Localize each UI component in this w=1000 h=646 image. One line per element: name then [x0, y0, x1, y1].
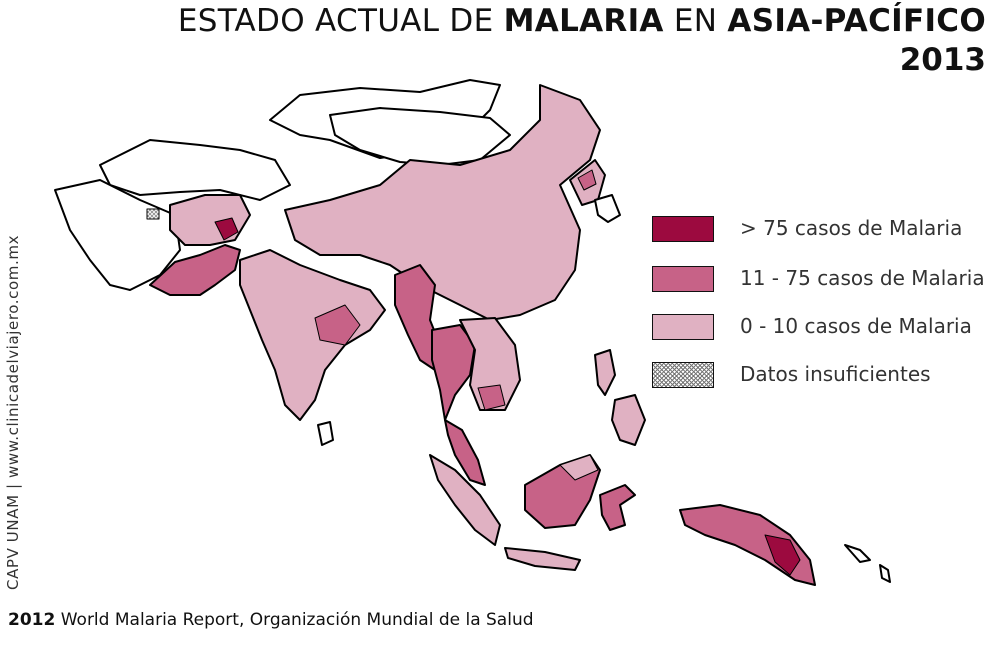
region-malay-peninsula: [444, 419, 486, 486]
region-indochina: [459, 317, 521, 411]
region-china: [284, 84, 601, 321]
region-korea-mid: [577, 169, 597, 191]
legend-swatch-insufficient: [652, 362, 714, 388]
region-sri-lanka: [317, 421, 334, 446]
region-solomon-islands: [844, 544, 871, 563]
region-mongolia: [329, 107, 511, 166]
source-year: 2012: [8, 610, 56, 630]
legend-swatch-high: [652, 216, 714, 242]
title-part-2: MALARIA: [503, 3, 664, 39]
region-sumatra: [429, 454, 501, 546]
region-new-guinea-high: [764, 534, 801, 576]
region-insufficient-data: [146, 208, 160, 220]
legend-label-mid: 11 - 75 casos de Malaria: [740, 266, 985, 290]
region-sulawesi: [599, 484, 636, 531]
region-india-mid: [314, 304, 361, 346]
region-vanuatu: [879, 564, 891, 583]
region-india: [239, 249, 386, 421]
region-japan: [594, 194, 621, 223]
region-afghanistan: [169, 194, 251, 246]
title-part-3: EN: [663, 3, 728, 39]
legend-label-high: > 75 casos de Malaria: [740, 216, 963, 240]
region-java: [504, 547, 581, 571]
legend-swatch-mid: [652, 266, 714, 292]
region-new-guinea: [679, 504, 816, 586]
legend-item-high: > 75 casos de Malaria: [652, 214, 992, 244]
region-philippines-south: [611, 394, 646, 446]
legend-label-low: 0 - 10 casos de Malaria: [740, 314, 972, 338]
source-text: World Malaria Report, Organización Mundi…: [55, 610, 534, 630]
source-note: 2012 World Malaria Report, Organización …: [8, 610, 534, 630]
region-afghanistan-high: [214, 217, 239, 241]
legend-swatch-low: [652, 314, 714, 340]
region-philippines-north: [594, 349, 616, 396]
region-cambodia-mid: [477, 384, 506, 411]
title-part-4: ASIA-PACÍFICO: [727, 3, 986, 39]
legend-item-insufficient: Datos insuficientes: [652, 360, 992, 390]
region-central-asia: [99, 139, 291, 201]
legend-item-mid: 11 - 75 casos de Malaria: [652, 264, 992, 294]
region-pakistan: [149, 244, 241, 296]
title-part-1: ESTADO ACTUAL DE: [177, 3, 504, 39]
region-borneo-north: [559, 454, 599, 481]
map-title: ESTADO ACTUAL DE MALARIA EN ASIA-PACÍFIC…: [178, 2, 986, 40]
legend-item-low: 0 - 10 casos de Malaria: [652, 312, 992, 342]
legend-label-insufficient: Datos insuficientes: [740, 362, 931, 386]
map-year: 2013: [899, 42, 986, 78]
